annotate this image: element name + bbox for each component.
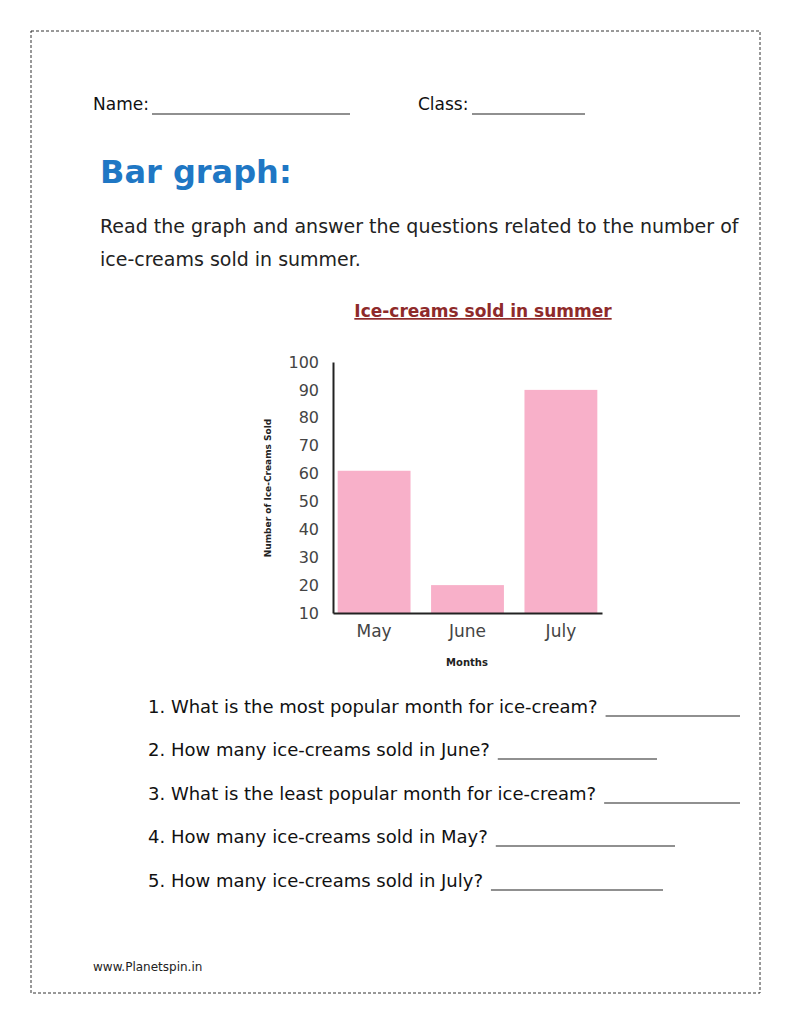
x-tick-label: July [545,621,577,641]
y-tick: 60 [299,464,333,483]
question: 1. What is the most popular month for ic… [148,696,598,717]
x-tick: May [357,613,392,641]
page: Name: Class: Bar graph: Read the graph and … [0,0,791,1024]
name-blank [152,113,350,114]
y-tick-label: 80 [299,408,319,427]
question: 2. How many ice-creams sold in June? [148,739,490,760]
y-tick-label: 90 [299,381,319,400]
bar [524,390,597,613]
y-axis-line [333,363,335,614]
y-tick-label: 10 [299,604,319,623]
question: 5. How many ice-creams sold in July? [148,870,483,891]
x-tick-label: May [357,621,392,641]
bar [431,585,504,613]
y-axis-title: Number of Ice-Creams Sold [263,419,273,557]
answer-blank [604,802,740,803]
name-label: Name: [93,94,149,114]
x-axis: May June July [334,613,603,641]
y-axis: 10 20 30 40 50 60 70 80 90 100 [288,353,333,623]
y-tick: 50 [299,492,333,511]
y-tick-label: 60 [299,464,319,483]
y-tick-label: 40 [299,520,319,539]
footer: www.Planetspin.in [93,960,202,974]
y-tick: 70 [299,436,333,455]
y-tick: 20 [299,576,333,595]
question: 3. What is the least popular month for i… [148,783,596,804]
x-axis-line [334,613,603,615]
y-tick-label: 30 [299,548,319,567]
x-tick-label: June [448,621,486,641]
y-tick-label: 20 [299,576,319,595]
y-tick: 40 [299,520,333,539]
instruction-line: Read the graph and answer the questions … [100,215,740,237]
y-tick: 10 [299,604,333,623]
y-tick: 30 [299,548,333,567]
y-tick: 80 [299,408,333,427]
y-tick: 100 [288,353,333,372]
y-tick-label: 100 [288,353,319,372]
y-tick-label: 50 [299,492,319,511]
bar [338,471,411,613]
answer-blank [496,845,675,846]
heading: Bar graph: [100,153,292,191]
answer-blank [491,889,663,890]
x-tick: June [448,613,486,641]
answer-blank [498,758,657,759]
class-blank [472,113,585,114]
answer-blank [606,715,740,716]
bars [338,390,598,613]
x-axis-title: Months [446,657,488,668]
x-tick: July [545,613,577,641]
class-label: Class: [418,94,468,114]
instruction-line: ice-creams sold in summer. [100,248,361,270]
y-tick-label: 70 [299,436,319,455]
y-tick: 90 [299,381,333,400]
page-border [31,31,760,993]
chart-title: Ice-creams sold in summer [354,301,612,321]
question: 4. How many ice-creams sold in May? [148,826,488,847]
